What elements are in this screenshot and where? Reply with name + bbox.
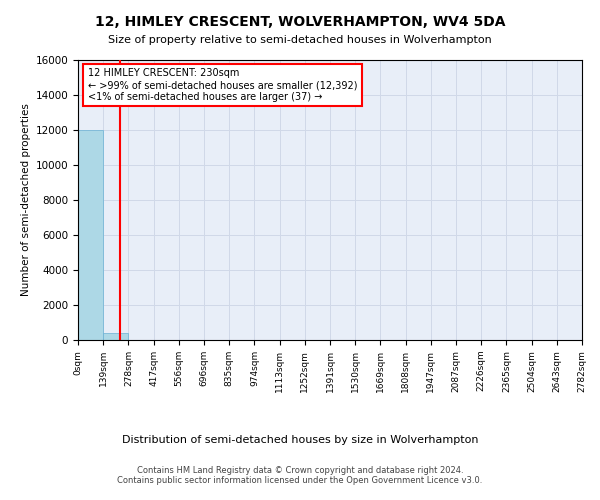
Text: Distribution of semi-detached houses by size in Wolverhampton: Distribution of semi-detached houses by … <box>122 435 478 445</box>
Text: 12 HIMLEY CRESCENT: 230sqm
← >99% of semi-detached houses are smaller (12,392)
<: 12 HIMLEY CRESCENT: 230sqm ← >99% of sem… <box>88 68 358 102</box>
Text: Contains HM Land Registry data © Crown copyright and database right 2024.
Contai: Contains HM Land Registry data © Crown c… <box>118 466 482 485</box>
Text: 12, HIMLEY CRESCENT, WOLVERHAMPTON, WV4 5DA: 12, HIMLEY CRESCENT, WOLVERHAMPTON, WV4 … <box>95 15 505 29</box>
Text: Size of property relative to semi-detached houses in Wolverhampton: Size of property relative to semi-detach… <box>108 35 492 45</box>
Bar <box>103 333 128 340</box>
Y-axis label: Number of semi-detached properties: Number of semi-detached properties <box>22 104 31 296</box>
Bar <box>78 130 103 340</box>
